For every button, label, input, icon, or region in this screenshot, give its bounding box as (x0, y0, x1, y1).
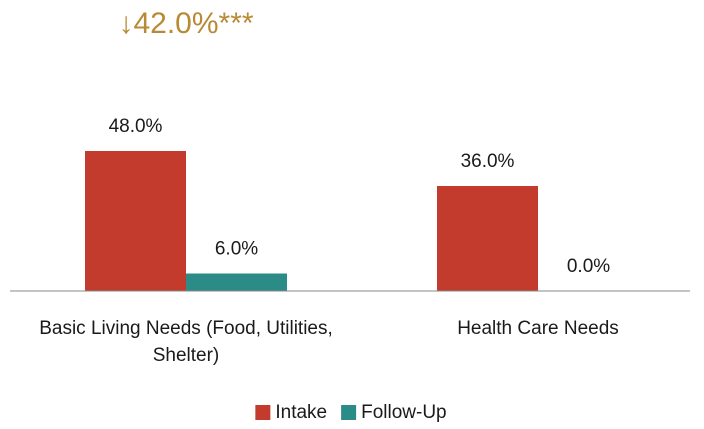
x-tick-label: Basic Living Needs (Food, Utilities, She… (39, 318, 333, 366)
bar (186, 273, 287, 291)
value-label: 6.0% (215, 239, 258, 260)
legend-label: Follow-Up (361, 402, 447, 423)
legend-label: Intake (275, 402, 327, 423)
value-label: 0.0% (567, 256, 610, 277)
value-label: 36.0% (461, 151, 515, 172)
x-tick-label: Health Care Needs (457, 318, 619, 339)
bar (437, 186, 538, 291)
bar (85, 151, 186, 291)
annotation: ↓42.0%*** (118, 7, 253, 40)
legend-swatch (255, 405, 271, 420)
value-label: 48.0% (109, 116, 163, 137)
legend-swatch (341, 405, 357, 420)
